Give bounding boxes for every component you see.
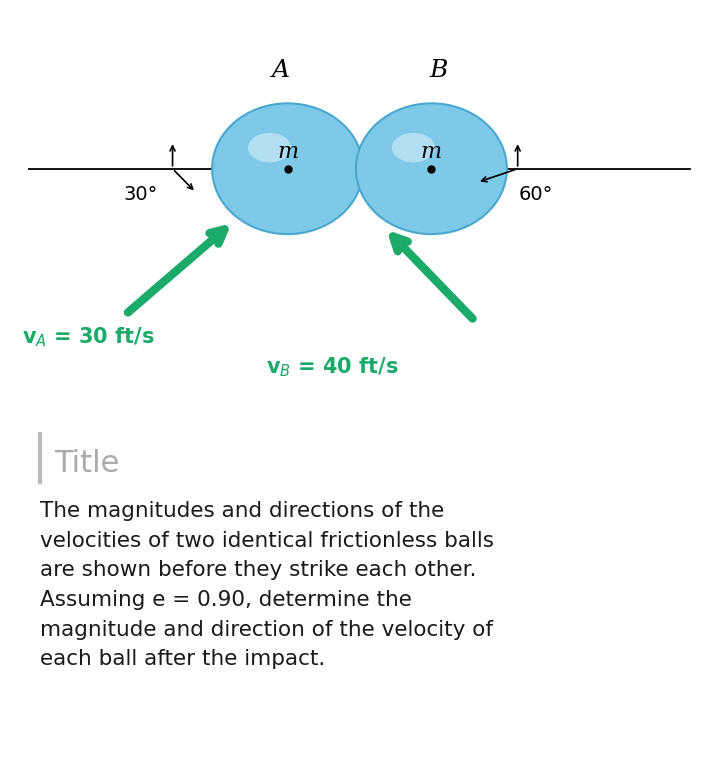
Text: $\mathbf{v}_A$ = 30 ft/s: $\mathbf{v}_A$ = 30 ft/s [22,326,155,349]
Ellipse shape [392,133,435,163]
Text: 60°: 60° [518,185,553,203]
Text: A: A [271,59,290,82]
Text: Title: Title [54,449,119,479]
Ellipse shape [212,104,363,234]
Text: 30°: 30° [123,185,157,203]
Ellipse shape [248,133,291,163]
Text: B: B [429,59,448,82]
Text: $\mathbf{v}_B$ = 40 ft/s: $\mathbf{v}_B$ = 40 ft/s [266,355,399,379]
Text: The magnitudes and directions of the
velocities of two identical frictionless ba: The magnitudes and directions of the vel… [40,502,493,670]
Text: m: m [421,141,442,163]
Text: m: m [277,141,298,163]
Ellipse shape [356,104,507,234]
